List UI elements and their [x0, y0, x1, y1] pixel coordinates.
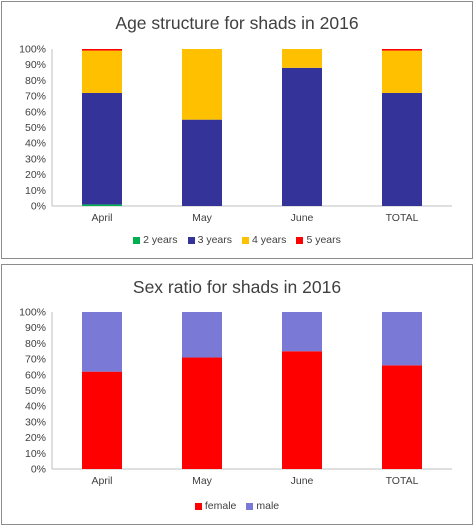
chart-title: Sex ratio for shads in 2016	[132, 277, 342, 297]
legend-item: male	[246, 500, 279, 512]
bar-segment-4-years	[182, 49, 222, 120]
y-tick-label: 10%	[25, 185, 46, 197]
legend-item: 4 years	[242, 234, 286, 246]
legend-label: female	[204, 500, 237, 512]
bar-segment-female	[382, 365, 422, 469]
y-tick-label: 20%	[25, 432, 46, 444]
y-tick-label: 50%	[25, 122, 46, 134]
x-tick-label: June	[291, 475, 314, 487]
bar-segment-male	[282, 312, 322, 352]
bar-segment-male	[182, 312, 222, 358]
y-tick-label: 30%	[25, 416, 46, 428]
bar-segment-4-years	[382, 50, 422, 93]
x-tick-label: June	[291, 212, 314, 224]
legend-label: 5 years	[306, 234, 341, 246]
bar-segment-female	[82, 371, 122, 469]
sex-ratio-plot: 0% 10% 20% 30% 40% 50% 60% 70% 80% 90% 100% April Ma…	[19, 307, 452, 487]
y-tick-label: 100%	[19, 307, 46, 319]
y-tick-label: 70%	[25, 354, 46, 366]
legend: female male	[2, 500, 472, 512]
legend-label: 4 years	[252, 234, 287, 246]
legend-item: 2 years	[133, 234, 178, 246]
legend-label: 2 years	[143, 234, 178, 246]
y-tick-label: 30%	[25, 153, 46, 165]
age-structure-plot: 0% 10% 20% 30% 40% 50% 60% 70% 80% 90% 100% April Ma…	[19, 44, 452, 224]
y-tick-label: 0%	[31, 201, 46, 213]
bar-segment-female	[282, 351, 322, 469]
y-tick-label: 90%	[25, 59, 46, 71]
legend-swatch	[296, 236, 304, 244]
bar-segment-3-years	[382, 92, 422, 206]
legend-label: male	[256, 500, 280, 512]
y-tick-label: 60%	[25, 369, 46, 381]
x-tick-label: TOTAL	[386, 475, 419, 487]
legend-swatch	[242, 236, 249, 244]
bar-segment-3-years	[282, 67, 322, 206]
legend-swatch	[246, 502, 254, 510]
bar-segment-4-years	[82, 50, 122, 93]
bar-segment-3-years	[82, 92, 122, 205]
bar-segment-female	[182, 357, 222, 469]
x-tick-label: TOTAL	[386, 212, 419, 224]
bar-segment-5-years	[82, 49, 122, 51]
y-tick-label: 10%	[25, 448, 46, 460]
y-tick-label: 70%	[25, 91, 46, 103]
x-tick-label: May	[192, 212, 213, 224]
bar-segment-4-years	[282, 49, 322, 68]
legend-swatch	[194, 502, 202, 510]
sex-ratio-chart: Sex ratio for shads in 2016 0% 10% 20% 30% 4…	[1, 264, 473, 525]
x-tick-label: April	[91, 212, 112, 224]
legend-item: 5 years	[296, 234, 341, 246]
legend-item: 3 years	[187, 234, 232, 246]
x-tick-label: April	[91, 475, 112, 487]
y-tick-label: 50%	[25, 385, 46, 397]
bar-segment-male	[82, 312, 122, 372]
age-structure-chart: Age structure for shads in 2016 0% 10% 20%…	[1, 1, 473, 259]
x-tick-label: May	[192, 475, 213, 487]
chart-title: Age structure for shads in 2016	[115, 13, 359, 33]
y-tick-label: 80%	[25, 338, 46, 350]
legend: 2 years 3 years 4 years 5 years	[2, 234, 472, 246]
legend-swatch	[133, 236, 141, 244]
y-tick-label: 90%	[25, 322, 46, 334]
y-tick-label: 60%	[25, 106, 46, 118]
y-tick-label: 40%	[25, 138, 46, 150]
y-tick-label: 40%	[25, 401, 46, 413]
y-tick-label: 0%	[31, 464, 46, 476]
bar-segment-3-years	[182, 119, 222, 206]
bar-segment-male	[382, 312, 422, 366]
y-tick-label: 100%	[19, 44, 46, 56]
legend-swatch	[187, 236, 195, 244]
y-tick-label: 80%	[25, 75, 46, 87]
bar-segment-2-years	[82, 204, 122, 206]
legend-item: female	[194, 500, 237, 512]
y-tick-label: 20%	[25, 169, 46, 181]
legend-label: 3 years	[197, 234, 232, 246]
bar-segment-5-years	[382, 49, 422, 51]
